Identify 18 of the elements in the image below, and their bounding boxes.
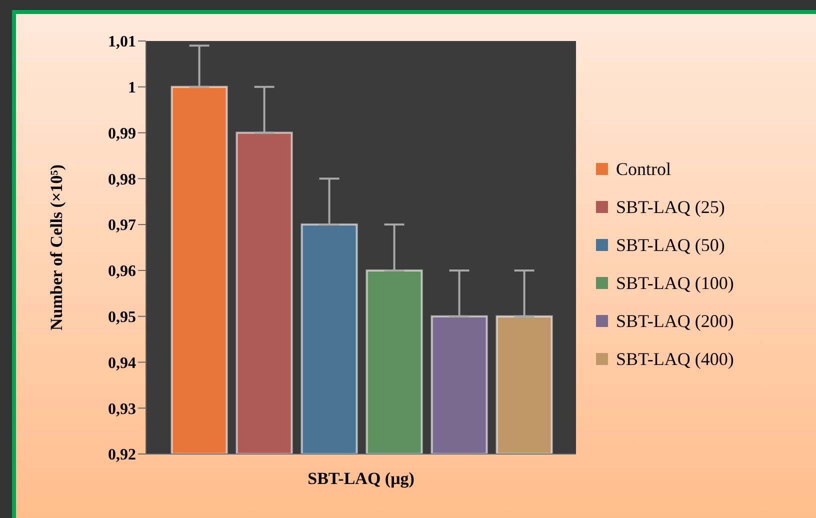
legend-label: SBT-LAQ (400) [616,348,734,370]
y-axis-title: Number of Cells (×10⁵) [47,164,66,331]
y-tick-label: 1,01 [108,34,136,51]
legend-label: SBT-LAQ (200) [616,310,734,332]
legend-label: SBT-LAQ (50) [616,234,725,256]
y-tick-label: 0,99 [108,125,136,142]
y-tick-label: 0,98 [108,171,136,188]
legend-label: Control [616,158,672,180]
y-tick-label: 0,92 [108,446,136,464]
y-tick-label: 0,93 [108,400,136,418]
y-tick-label: 0,95 [108,309,136,326]
y-tick-label: 0,94 [108,354,136,372]
y-tick-label: 0,97 [108,217,136,234]
legend-label: SBT-LAQ (100) [616,272,734,294]
legend-label: SBT-LAQ (25) [616,196,725,218]
y-tick-label: 1 [128,80,136,97]
y-tick-label: 0,96 [108,263,136,280]
x-axis-title: SBT-LAQ (μg) [308,469,414,488]
